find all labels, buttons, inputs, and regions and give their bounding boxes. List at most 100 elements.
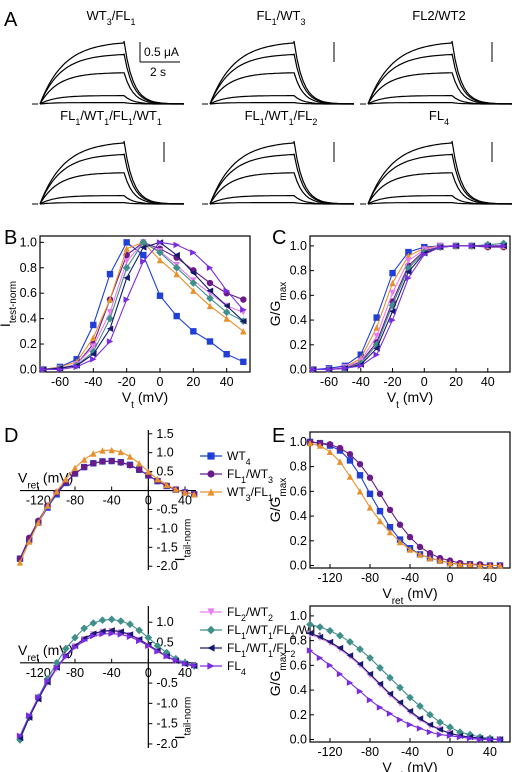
x-axis-label: Vret (mV) <box>382 585 437 607</box>
current-trace <box>39 40 184 105</box>
data-point <box>306 630 314 637</box>
x-axis-label: Vt (mV) <box>122 389 168 411</box>
data-point <box>240 358 247 366</box>
data-point <box>206 279 214 287</box>
legend-marker <box>207 452 215 460</box>
data-point <box>386 690 394 697</box>
data-point <box>406 546 414 553</box>
data-point <box>356 460 364 468</box>
data-point <box>26 538 33 545</box>
data-point <box>140 244 147 251</box>
y-tick-label: 0.4 <box>290 683 307 697</box>
y-axis-label: G/Gmax <box>267 652 289 697</box>
data-point <box>89 619 98 627</box>
data-point <box>357 351 364 358</box>
data-point <box>386 673 394 682</box>
data-point <box>325 366 333 373</box>
x-tick-label: 40 <box>481 375 495 389</box>
data-point <box>44 502 51 509</box>
series-fl1-wt1-fl1-wt1 <box>39 238 248 374</box>
data-point <box>356 688 364 695</box>
y-axis-label: Itail-norm <box>171 519 193 562</box>
series-fl4 <box>40 239 247 373</box>
y-tick-label: 0.8 <box>290 460 307 474</box>
data-point <box>90 356 97 363</box>
data-point <box>140 258 147 265</box>
legend-marker <box>207 662 215 670</box>
data-point <box>341 365 349 372</box>
plot-panel-e-bottom: -120 -80 -40 0 40 0.0 0.2 0.4 0.6 0.8 1.0 Vret (mV)… <box>267 605 511 772</box>
current-trace <box>39 195 184 205</box>
data-point <box>108 630 115 637</box>
data-point <box>106 296 114 303</box>
data-point <box>373 332 380 340</box>
data-point <box>71 470 79 477</box>
data-point <box>396 683 404 692</box>
y-tick-label: 0.2 <box>290 534 307 548</box>
data-point <box>223 287 230 294</box>
plot-panel-b: -60 -40 -20 0 20 40 0.0 0.2 0.4 0.6 0.8 1.0 Vt (mV) I… <box>0 235 251 411</box>
data-point <box>316 442 324 449</box>
data-point <box>436 726 444 733</box>
y-axis-label: G/Gmax <box>267 478 289 523</box>
data-point <box>154 648 161 655</box>
data-point <box>240 296 247 303</box>
trace-title: FL2/WT2 <box>412 8 465 23</box>
data-point <box>126 461 134 469</box>
y-tick-label: -0.5 <box>156 676 178 690</box>
x-tick-label: 20 <box>449 375 463 389</box>
data-point <box>366 504 374 511</box>
data-point <box>123 239 130 246</box>
x-tick-label: -120 <box>317 745 342 759</box>
data-point <box>496 736 504 743</box>
data-point <box>405 252 412 259</box>
current-trace <box>367 140 512 205</box>
data-point <box>500 242 507 250</box>
data-point <box>106 270 114 278</box>
data-point <box>386 528 394 536</box>
series-fl4 <box>306 647 504 743</box>
data-point <box>106 325 114 332</box>
current-trace <box>209 195 354 205</box>
trace-title: FL1/WT1/FL1/WT1 <box>60 108 162 127</box>
data-point <box>222 308 231 317</box>
data-point <box>336 670 344 678</box>
y-tick-label: -1.5 <box>156 717 178 731</box>
series-fl4 <box>310 242 507 373</box>
series-fl1-wt1-fl1-wt1 <box>306 620 504 744</box>
trace-title: WT3/FL1 <box>86 8 135 27</box>
data-point <box>99 458 106 465</box>
data-point <box>484 242 491 250</box>
current-trace <box>367 53 512 105</box>
data-point <box>190 269 197 277</box>
data-point <box>310 366 317 373</box>
data-point <box>389 308 396 315</box>
data-point <box>376 680 384 688</box>
plot-area: -60 -40 -20 0 20 40 0.0 0.2 0.4 0.6 0.8 1.0 Vt (mV) I… <box>0 235 511 772</box>
data-point <box>71 644 79 651</box>
data-point <box>156 248 164 257</box>
data-point <box>436 731 444 738</box>
x-tick-label: -20 <box>118 375 136 389</box>
data-point <box>206 302 214 310</box>
data-point <box>90 460 97 467</box>
data-point <box>346 679 354 686</box>
y-tick-label: 1.0 <box>290 609 307 623</box>
y-axis-label: Itest-norm <box>0 281 19 327</box>
data-point <box>366 654 374 662</box>
plot-panel-e-top: -120 -80 -40 0 40 0.0 0.2 0.4 0.6 0.8 1.0 Vret (mV)… <box>267 431 511 607</box>
y-tick-label: 0.0 <box>290 559 307 573</box>
legend-marker <box>207 608 215 616</box>
x-tick-label: 40 <box>483 571 497 585</box>
series-wt4 <box>40 239 247 373</box>
data-point <box>326 441 334 448</box>
panel-letter-c: C <box>272 227 286 249</box>
data-point <box>139 238 148 247</box>
data-point <box>173 251 180 259</box>
data-point <box>336 644 344 652</box>
series-line <box>309 650 500 741</box>
y-tick-label: 0.2 <box>290 338 307 352</box>
trace-tile-fl4: FL4 <box>360 108 513 205</box>
